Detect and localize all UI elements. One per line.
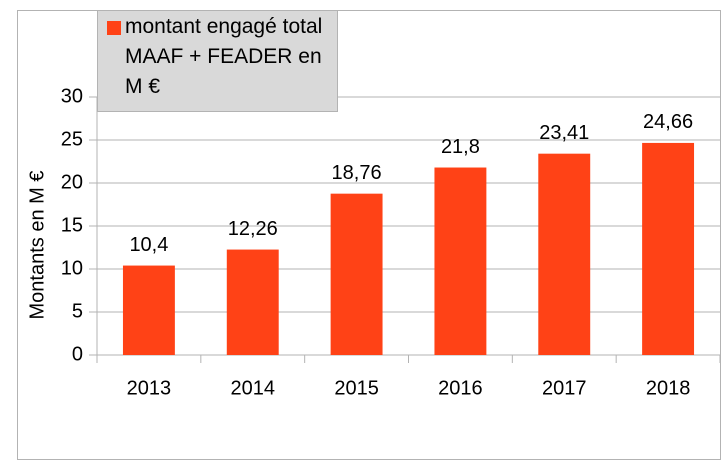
legend-box (97, 10, 338, 112)
y-axis-label: Montants en M € (26, 171, 48, 320)
data-label: 10,4 (129, 234, 168, 256)
legend-text-box: montant engagé total MAAF + FEADER en M … (125, 15, 323, 98)
x-tick-label: 2017 (542, 377, 587, 399)
y-tick-label: 5 (72, 300, 83, 322)
data-label: 18,76 (332, 162, 382, 184)
bar (642, 142, 695, 355)
y-tick-label: 20 (61, 171, 83, 193)
x-tick-label: 2014 (231, 377, 276, 399)
y-tick-label: 25 (61, 128, 83, 150)
bar (330, 193, 383, 355)
legend-label: montant engagé total MAAF + FEADER en M … (125, 15, 323, 98)
y-tick-label: 0 (72, 343, 83, 365)
x-tick-label: 2018 (646, 377, 691, 399)
data-label: 21,8 (441, 136, 480, 158)
y-tick-label: 10 (61, 257, 83, 279)
bar (226, 249, 279, 355)
bar (538, 153, 591, 355)
x-tick-label: 2013 (127, 377, 172, 399)
x-tick-label: 2016 (438, 377, 483, 399)
x-tick-label: 2015 (334, 377, 379, 399)
legend-swatch (107, 21, 121, 35)
y-tick-label: 15 (61, 214, 83, 236)
data-label: 12,26 (228, 218, 278, 240)
data-label: 24,66 (643, 111, 693, 133)
bar (434, 167, 487, 355)
data-label: 23,41 (539, 122, 589, 144)
legend: montant engagé total MAAF + FEADER en M … (97, 10, 338, 112)
bar (122, 265, 175, 355)
y-tick-label: 30 (61, 85, 83, 107)
